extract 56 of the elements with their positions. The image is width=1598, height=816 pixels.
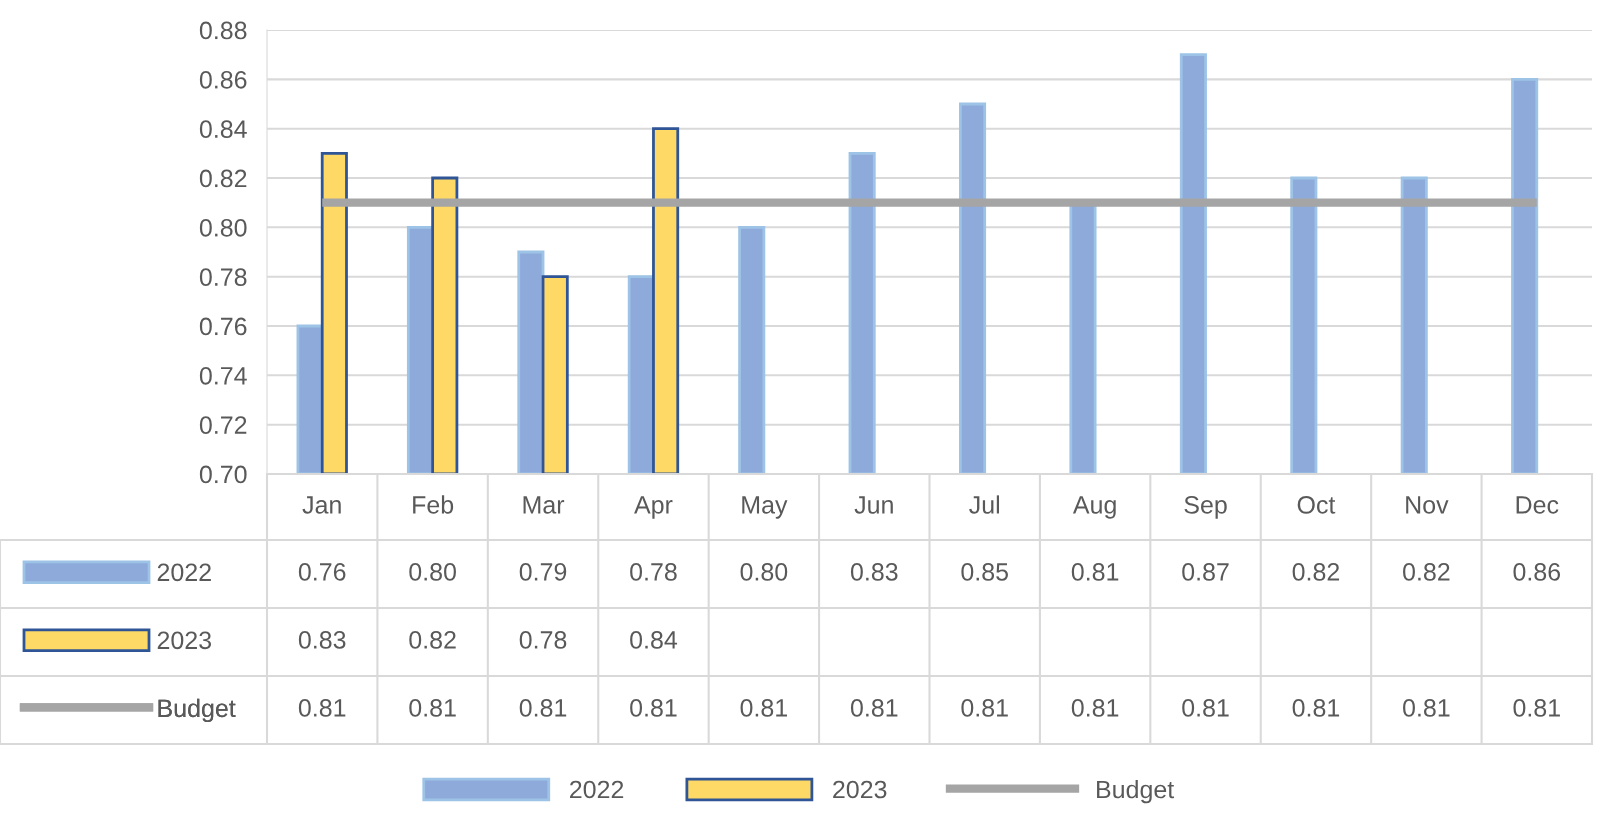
data-label: 0.81 [1071, 699, 1119, 717]
y-tick-label: 0.76 [199, 317, 247, 336]
data-label: 0.81 [409, 699, 456, 717]
x-tick-label: Feb [413, 495, 454, 514]
text: Budget [1097, 779, 1175, 804]
data-label: 0.80 [740, 563, 788, 581]
data-label: 0.81 [850, 699, 898, 717]
x-tick-label: Sep [1184, 496, 1227, 519]
text: 2022 [570, 780, 624, 799]
x-tick-label: May [742, 496, 788, 519]
x-tick-label: Jan [302, 496, 341, 514]
y-tick-label: 0.70 [199, 465, 247, 484]
data-label: 0.81 [961, 699, 1008, 717]
legend-label: Budget [158, 698, 236, 723]
y-tick-label: 0.86 [199, 70, 247, 89]
data-label: 0.84 [630, 631, 678, 649]
data-label: 0.83 [850, 563, 898, 581]
data-label: 0.81 [1292, 699, 1340, 717]
data-label: 0.79 [519, 563, 567, 581]
data-label: 0.82 [1403, 563, 1450, 581]
x-tick-label: Dec [1516, 496, 1559, 514]
y-tick-label: 0.78 [199, 268, 247, 286]
data-label: 0.81 [1071, 563, 1119, 581]
y-tick-label: 0.72 [199, 416, 247, 434]
data-label: 0.81 [740, 699, 787, 717]
data-label: 0.76 [298, 563, 346, 581]
data-label: 0.81 [298, 699, 346, 717]
data-label: 0.81 [630, 699, 677, 717]
y-tick-label: 0.74 [199, 366, 247, 385]
data-label: 0.82 [1292, 563, 1340, 581]
y-tick-label: 0.84 [199, 120, 247, 138]
x-tick-label: Nov [1406, 496, 1449, 514]
x-tick-label: Mar [523, 496, 565, 514]
data-label: 0.83 [298, 631, 346, 649]
data-label: 0.85 [961, 563, 1008, 581]
data-label: 0.82 [409, 631, 456, 649]
data-label: 0.81 [1513, 699, 1560, 717]
data-label: 0.78 [630, 563, 677, 581]
x-tick-label: Jun [854, 496, 893, 514]
data-label: 0.80 [409, 563, 456, 581]
data-label: 0.86 [1513, 563, 1561, 581]
data-label: 0.81 [1403, 699, 1450, 717]
text: 2023 [833, 780, 887, 799]
x-tick-label: Oct [1297, 496, 1336, 514]
data-label: 0.81 [1182, 699, 1229, 717]
y-tick-label: 0.82 [199, 169, 247, 188]
x-tick-label: Aug [1072, 496, 1116, 519]
x-tick-label: Jul [969, 495, 1000, 514]
data-label: 0.81 [519, 699, 567, 717]
data-label: 0.87 [1182, 563, 1229, 581]
legend-label: 2023 [157, 631, 212, 650]
y-tick-label: 0.80 [199, 218, 247, 237]
data-label: 0.78 [519, 631, 567, 649]
legend-label: 2022 [157, 563, 211, 582]
x-tick-label: Apr [634, 496, 673, 519]
y-tick-label: 0.88 [199, 21, 247, 40]
